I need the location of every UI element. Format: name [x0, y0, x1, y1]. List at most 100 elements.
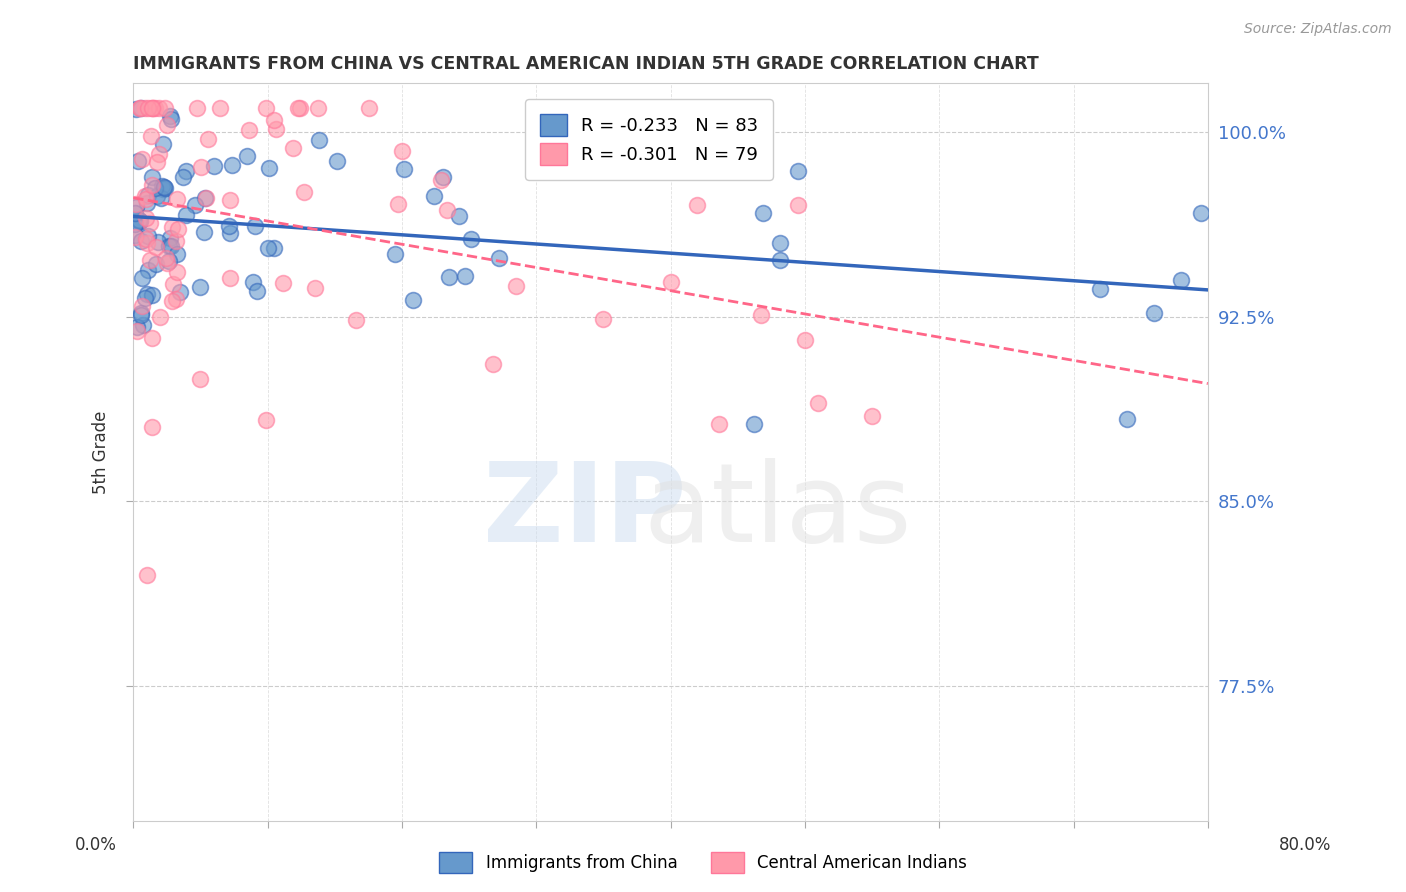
Point [143, 180, 166, 194]
Point [221, 158, 243, 172]
Point [184, 198, 207, 212]
Point [176, 208, 198, 222]
Point [769, 235, 792, 250]
Point [141, 170, 163, 185]
Point [160, 112, 183, 127]
Point [219, 271, 242, 285]
Text: 80.0%: 80.0% [1278, 836, 1331, 854]
Point [156, 256, 179, 270]
Text: IMMIGRANTS FROM CHINA VS CENTRAL AMERICAN INDIAN 5TH GRADE CORRELATION CHART: IMMIGRANTS FROM CHINA VS CENTRAL AMERICA… [134, 55, 1039, 73]
Point [134, 189, 156, 203]
Point [160, 239, 183, 253]
Point [256, 101, 278, 115]
Point [143, 101, 166, 115]
Point [136, 196, 159, 211]
Point [482, 357, 505, 371]
Point [769, 252, 792, 267]
Point [304, 281, 326, 295]
Point [128, 213, 150, 227]
Point [146, 235, 169, 249]
Point [257, 241, 280, 255]
Point [131, 235, 153, 249]
Point [136, 287, 159, 301]
Point [124, 217, 146, 231]
Point [149, 310, 172, 324]
Point [242, 275, 264, 289]
Point [254, 412, 277, 426]
Point [150, 178, 173, 193]
Point [139, 252, 162, 267]
Point [131, 270, 153, 285]
Point [290, 101, 312, 115]
Point [430, 172, 453, 186]
Point [136, 228, 159, 243]
Point [236, 149, 259, 163]
Point [124, 206, 146, 220]
Point [263, 113, 285, 128]
Point [307, 101, 329, 115]
Point [152, 136, 174, 151]
Point [127, 324, 149, 338]
Point [135, 568, 157, 582]
Point [136, 262, 159, 277]
Point [1116, 412, 1139, 426]
Point [505, 278, 527, 293]
Point [145, 155, 167, 169]
Point [176, 164, 198, 178]
Point [141, 128, 163, 143]
Point [172, 170, 194, 185]
Point [141, 101, 163, 115]
Point [860, 409, 883, 423]
Point [135, 211, 157, 225]
Point [129, 101, 152, 115]
Point [287, 101, 309, 115]
Point [194, 191, 217, 205]
Point [131, 299, 153, 313]
Point [793, 333, 815, 347]
Point [208, 101, 231, 115]
Point [447, 209, 470, 223]
Point [141, 288, 163, 302]
Point [243, 219, 266, 233]
Point [292, 185, 315, 199]
Point [423, 189, 446, 203]
Point [134, 101, 156, 115]
Point [460, 232, 482, 246]
Point [149, 191, 172, 205]
Point [202, 159, 225, 173]
Point [186, 101, 208, 115]
Point [592, 312, 614, 326]
Point [152, 182, 174, 196]
Point [169, 285, 191, 299]
Point [139, 216, 162, 230]
Point [166, 264, 188, 278]
Point [387, 197, 409, 211]
Point [136, 187, 159, 202]
Point [488, 251, 510, 265]
Point [166, 192, 188, 206]
Point [454, 268, 477, 283]
Point [786, 163, 808, 178]
Point [159, 109, 181, 123]
Point [1090, 282, 1112, 296]
Point [153, 181, 176, 195]
Text: ZIP: ZIP [482, 458, 686, 565]
Point [141, 419, 163, 434]
Point [384, 246, 406, 260]
Legend: R = -0.233   N = 83, R = -0.301   N = 79: R = -0.233 N = 83, R = -0.301 N = 79 [526, 99, 773, 179]
Point [749, 309, 772, 323]
Point [167, 221, 190, 235]
Point [131, 306, 153, 320]
Text: Source: ZipAtlas.com: Source: ZipAtlas.com [1244, 22, 1392, 37]
Point [437, 269, 460, 284]
Point [134, 291, 156, 305]
Point [131, 152, 153, 166]
Point [246, 284, 269, 298]
Point [127, 319, 149, 334]
Point [659, 276, 682, 290]
Point [391, 144, 413, 158]
Point [308, 132, 330, 146]
Point [129, 214, 152, 228]
Point [162, 277, 184, 291]
Text: atlas: atlas [644, 458, 912, 565]
